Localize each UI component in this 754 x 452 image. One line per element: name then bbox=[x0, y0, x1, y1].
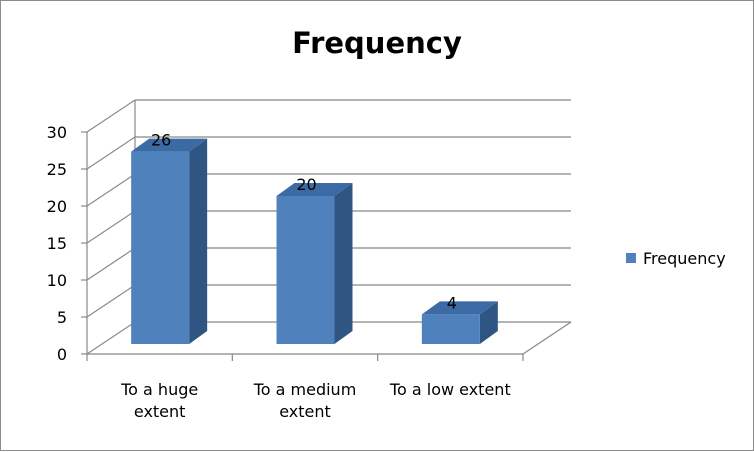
y-tick-label: 25 bbox=[47, 160, 67, 179]
gridline-diagonal bbox=[86, 210, 136, 244]
legend: Frequency bbox=[626, 249, 726, 268]
y-tick-label: 15 bbox=[47, 234, 67, 253]
gridline-diagonal bbox=[86, 136, 136, 170]
bar-top bbox=[131, 138, 208, 152]
bar bbox=[131, 138, 208, 344]
grid bbox=[86, 99, 571, 355]
x-tick-label: To a huge extent bbox=[120, 380, 198, 421]
y-tick-label: 30 bbox=[47, 123, 67, 142]
gridline-diagonal bbox=[86, 173, 136, 207]
y-tick-label: 10 bbox=[47, 271, 67, 290]
x-tick-label: To a low extent bbox=[389, 380, 511, 399]
floor-edge bbox=[522, 321, 572, 355]
y-tick-label: 20 bbox=[47, 197, 67, 216]
gridline-diagonal bbox=[86, 321, 136, 355]
bar-top bbox=[421, 301, 498, 315]
data-label: 26 bbox=[151, 131, 171, 150]
gridline-diagonal bbox=[86, 99, 136, 133]
gridline-diagonal bbox=[86, 284, 136, 318]
bar-side bbox=[479, 301, 498, 344]
bar-side bbox=[189, 138, 208, 344]
bar bbox=[276, 183, 353, 344]
bar-front bbox=[421, 314, 480, 344]
bar-front bbox=[276, 196, 335, 344]
bar-side bbox=[334, 183, 353, 344]
legend-swatch bbox=[626, 253, 636, 263]
bar bbox=[421, 301, 498, 344]
bar-top bbox=[276, 183, 353, 196]
data-label: 4 bbox=[447, 293, 457, 312]
bar-front bbox=[131, 151, 190, 344]
y-tick-label: 0 bbox=[57, 345, 67, 364]
data-labels: 26 20 4 bbox=[151, 131, 457, 313]
x-tick-label: To a medium extent bbox=[253, 380, 357, 421]
chart-title: Frequency bbox=[292, 26, 462, 60]
y-tick-label: 5 bbox=[57, 308, 67, 327]
bars bbox=[131, 138, 498, 344]
data-label: 20 bbox=[296, 175, 316, 194]
gridline-diagonal bbox=[86, 247, 136, 281]
legend-label: Frequency bbox=[643, 249, 726, 268]
